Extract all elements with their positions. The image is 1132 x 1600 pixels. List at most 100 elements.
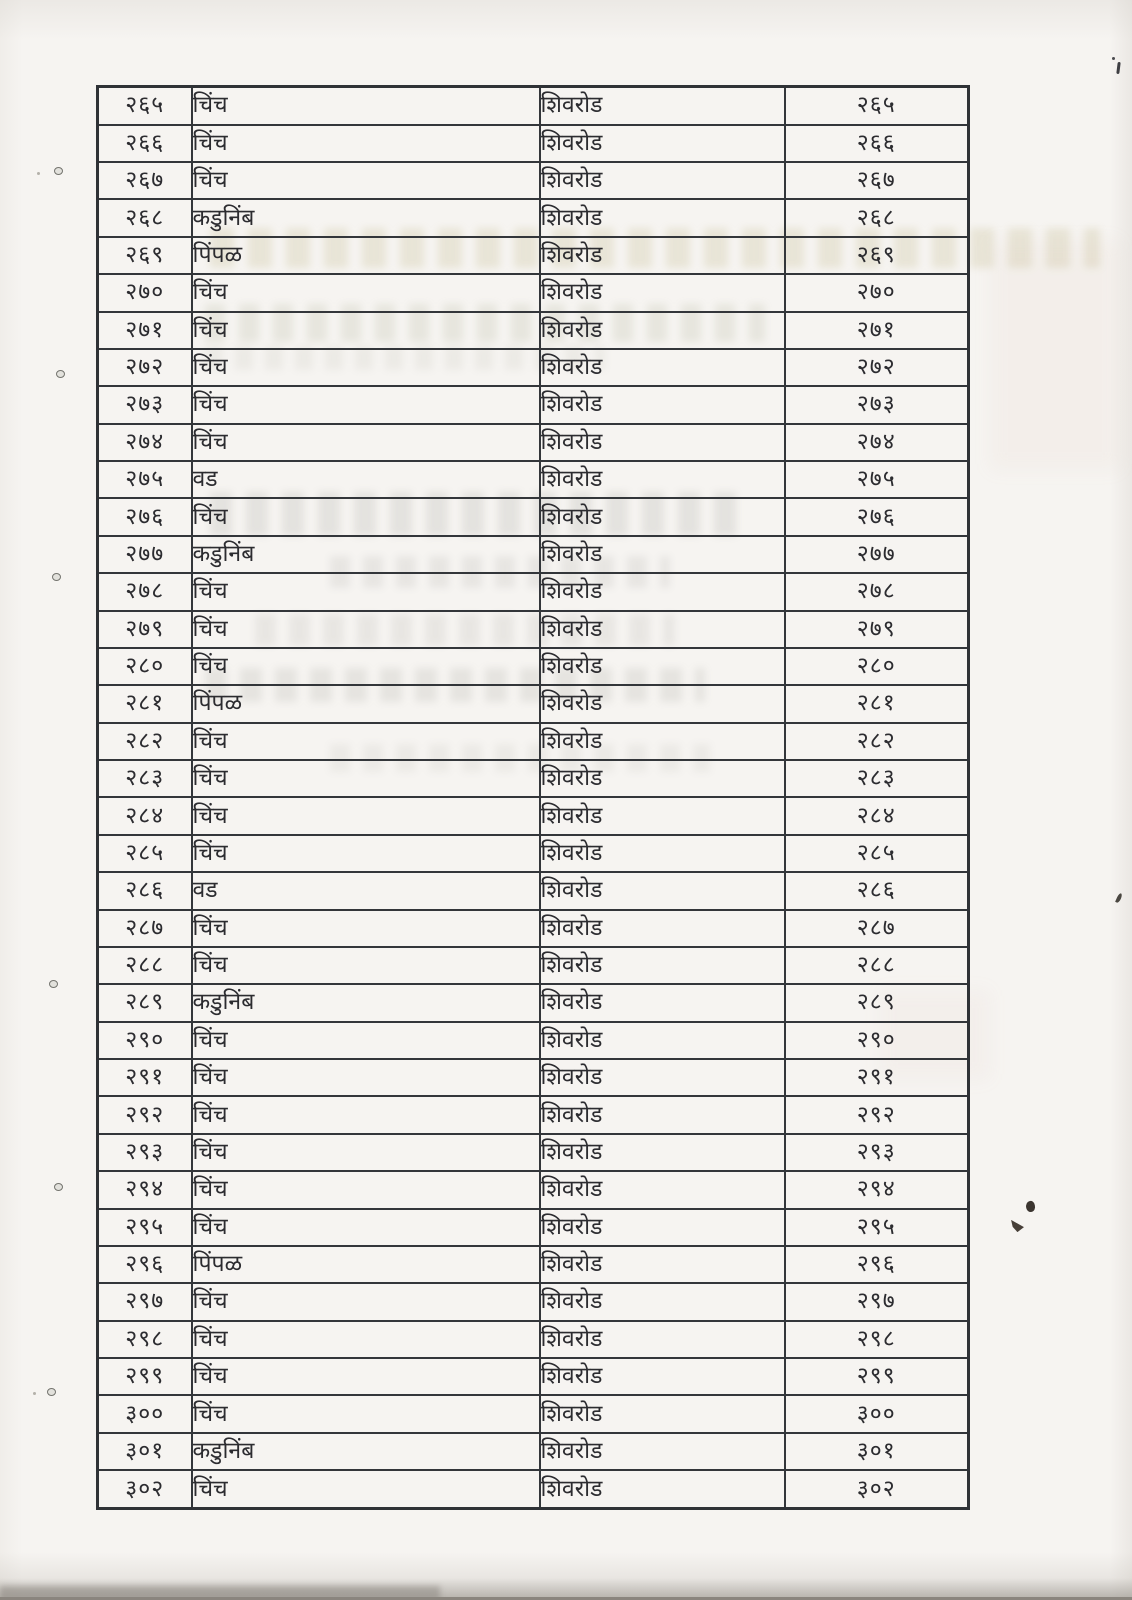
cell-serial-repeat: २८३ — [783, 758, 970, 799]
table-row: २७९ चिंच शिवरोड २७९ — [96, 609, 970, 649]
cell-serial: २८९ — [96, 983, 193, 1023]
ink-speck — [52, 573, 61, 581]
table-row: २७१ चिंच शिवरोड २७१ — [96, 310, 970, 350]
table-row: २७७ कडुनिंब शिवरोड २७७ — [96, 534, 970, 575]
ink-speck — [37, 172, 40, 175]
cell-tree-name: चिंच — [190, 1132, 541, 1173]
cell-location: शिवरोड — [538, 85, 786, 126]
cell-serial: २९२ — [96, 1095, 193, 1135]
cell-serial-repeat: २८७ — [783, 908, 970, 948]
cell-serial: २९८ — [96, 1319, 193, 1360]
cell-serial-repeat: २९२ — [783, 1095, 970, 1135]
ink-speck — [56, 370, 65, 378]
cell-location: शिवरोड — [538, 1020, 786, 1061]
cell-tree-name: चिंच — [190, 497, 541, 537]
cell-tree-name: चिंच — [190, 1020, 541, 1061]
cell-tree-name: चिंच — [190, 1095, 541, 1135]
cell-serial: २६८ — [96, 198, 193, 238]
cell-serial: ३०० — [96, 1394, 193, 1434]
cell-location: शिवरोड — [538, 721, 786, 762]
table-row: २७५ वड शिवरोड २७५ — [96, 459, 970, 500]
cell-location: शिवरोड — [538, 572, 786, 612]
tree-register-table: २६५ चिंच शिवरोड २६५ २६६ चिंच शिवरोड २६६ २६७ चिंच श… — [96, 85, 970, 1510]
ink-speck — [54, 1183, 63, 1191]
cell-serial: २६९ — [96, 235, 193, 276]
scan-edge-shadow — [0, 1586, 440, 1600]
cell-location: शिवरोड — [538, 459, 786, 500]
table-row: २९० चिंच शिवरोड २९० — [96, 1020, 970, 1061]
cell-serial: २९१ — [96, 1057, 193, 1098]
ink-blot — [1024, 1200, 1037, 1213]
table-row: २९८ चिंच शिवरोड २९८ — [96, 1319, 970, 1360]
cell-location: शिवरोड — [538, 385, 786, 425]
cell-location: शिवरोड — [538, 273, 786, 313]
ink-blot — [1009, 1220, 1025, 1233]
cell-location: शिवरोड — [538, 646, 786, 687]
cell-tree-name: चिंच — [190, 572, 541, 612]
cell-serial-repeat: २७३ — [783, 385, 970, 425]
cell-serial: २८८ — [96, 945, 193, 986]
cell-serial-repeat: २८२ — [783, 721, 970, 762]
cell-serial-repeat: २९९ — [783, 1356, 970, 1397]
cell-location: शिवरोड — [538, 160, 786, 201]
cell-serial-repeat: २९४ — [783, 1170, 970, 1210]
cell-tree-name: चिंच — [190, 273, 541, 313]
cell-serial-repeat: २९५ — [783, 1207, 970, 1247]
cell-serial: २७६ — [96, 497, 193, 537]
cell-serial: २८१ — [96, 684, 193, 724]
cell-location: शिवरोड — [538, 796, 786, 836]
cell-serial: २६६ — [96, 123, 193, 164]
table-row: २९६ पिंपळ शिवरोड २९६ — [96, 1244, 970, 1285]
cell-serial: २७५ — [96, 459, 193, 500]
cell-serial: २७८ — [96, 572, 193, 612]
cell-serial: २७४ — [96, 422, 193, 463]
table-row: २८४ चिंच शिवरोड २८४ — [96, 796, 970, 836]
cell-location: शिवरोड — [538, 1057, 786, 1098]
table-row: २८६ वड शिवरोड २८६ — [96, 871, 970, 911]
table-row: ३०२ चिंच शिवरोड ३०२ — [96, 1469, 970, 1510]
cell-location: शिवरोड — [538, 1170, 786, 1210]
cell-serial-repeat: २९१ — [783, 1057, 970, 1098]
ink-speck — [47, 1388, 56, 1396]
cell-serial: २८३ — [96, 758, 193, 799]
cell-tree-name: चिंच — [190, 347, 541, 388]
cell-tree-name: चिंच — [190, 1356, 541, 1397]
cell-serial-repeat: २७५ — [783, 459, 970, 500]
cell-tree-name: चिंच — [190, 1207, 541, 1247]
cell-location: शिवरोड — [538, 684, 786, 724]
cell-location: शिवरोड — [538, 534, 786, 575]
cell-tree-name: पिंपळ — [190, 235, 541, 276]
table-row: २६५ चिंच शिवरोड २६५ — [96, 85, 970, 126]
cell-tree-name: पिंपळ — [190, 684, 541, 724]
cell-serial: २७२ — [96, 347, 193, 388]
cell-tree-name: कडुनिंब — [190, 983, 541, 1023]
table-row: २९१ चिंच शिवरोड २९१ — [96, 1057, 970, 1098]
cell-serial-repeat: ३०१ — [783, 1431, 970, 1472]
cell-tree-name: चिंच — [190, 758, 541, 799]
table-row: २८५ चिंच शिवरोड २८५ — [96, 833, 970, 874]
cell-tree-name: चिंच — [190, 160, 541, 201]
cell-serial-repeat: २७२ — [783, 347, 970, 388]
cell-serial: २७० — [96, 273, 193, 313]
cell-location: शिवरोड — [538, 123, 786, 164]
table-row: २७६ चिंच शिवरोड २७६ — [96, 497, 970, 537]
cell-tree-name: चिंच — [190, 1170, 541, 1210]
cell-serial: २८७ — [96, 908, 193, 948]
cell-serial: २८५ — [96, 833, 193, 874]
cell-location: शिवरोड — [538, 983, 786, 1023]
table-row: २८७ चिंच शिवरोड २८७ — [96, 908, 970, 948]
cell-serial: २७७ — [96, 534, 193, 575]
table-row: २८९ कडुनिंब शिवरोड २८९ — [96, 983, 970, 1023]
cell-serial-repeat: २७६ — [783, 497, 970, 537]
cell-serial-repeat: २८४ — [783, 796, 970, 836]
cell-serial: २७१ — [96, 310, 193, 350]
ink-speck — [54, 167, 63, 175]
table-row: २७२ चिंच शिवरोड २७२ — [96, 347, 970, 388]
cell-location: शिवरोड — [538, 198, 786, 238]
cell-serial-repeat: २८१ — [783, 684, 970, 724]
cell-tree-name: चिंच — [190, 1394, 541, 1434]
cell-tree-name: चिंच — [190, 310, 541, 350]
table-row: २७३ चिंच शिवरोड २७३ — [96, 385, 970, 425]
table-row: २९७ चिंच शिवरोड २९७ — [96, 1282, 970, 1322]
